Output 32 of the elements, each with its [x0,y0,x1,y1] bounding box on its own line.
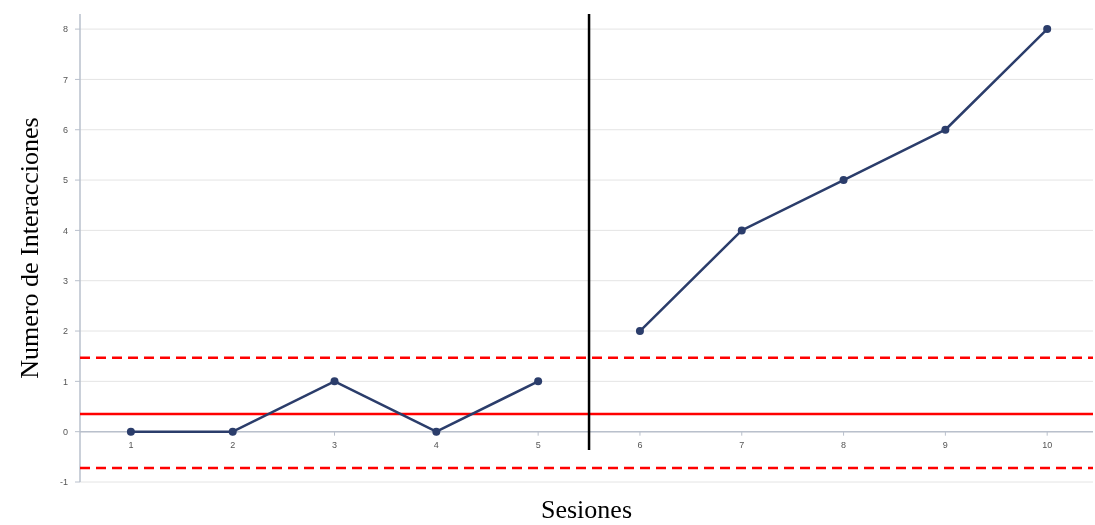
y-axis-title: Numero de Interacciones [15,117,44,379]
y-tick-label: 3 [62,275,68,286]
point [534,377,543,386]
y-tick-label: 7 [62,74,68,85]
point [126,427,135,436]
point [330,377,339,386]
x-axis-title: Sesiones [541,495,632,524]
point [941,125,950,134]
y-tick-label: 0 [62,426,68,437]
point [839,176,848,185]
x-tick-label: 10 [1042,439,1053,450]
x-tick-label: 1 [128,439,134,450]
x-tick-label: 9 [942,439,948,450]
y-tick-label: 4 [62,225,68,236]
point [635,327,644,336]
y-tick-label: 1 [62,376,68,387]
point [1043,25,1052,34]
x-tick-label: 3 [332,439,338,450]
y-tick-label: -1 [59,477,68,488]
x-tick-label: 7 [739,439,745,450]
point [432,427,441,436]
y-tick-label: 6 [62,124,68,135]
y-tick-label: 5 [62,175,68,186]
x-tick-label: 4 [433,439,439,450]
y-tick-label: 2 [62,326,68,337]
x-tick-label: 6 [637,439,643,450]
x-tick-label: 8 [841,439,847,450]
point [737,226,746,235]
point [228,427,237,436]
y-tick-label: 8 [62,24,68,35]
x-tick-label: 2 [230,439,236,450]
x-tick-label: 5 [535,439,541,450]
